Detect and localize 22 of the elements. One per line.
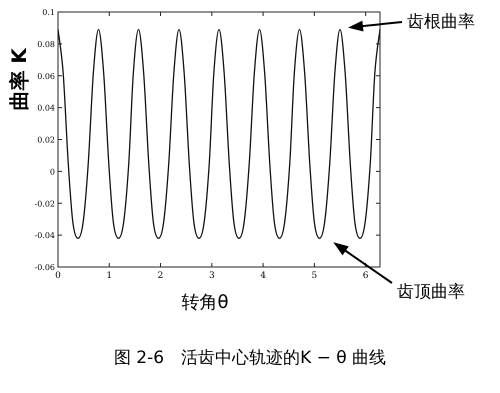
y-tick-label: -0.04 [34,231,55,240]
line-series [57,28,381,239]
text: 齿根曲率 [407,12,475,32]
y-tick-label: 0.08 [37,40,55,49]
x-tick-label: 4 [260,271,266,281]
x-tick-label: 3 [208,271,215,281]
x-tick-label: 5 [312,271,318,281]
x-axis-title: 转角θ [181,292,229,313]
y-tick-label: 0.02 [37,136,55,144]
x-tick-label: 2 [158,271,164,281]
x-tick-label: 6 [362,271,369,281]
text: 齿顶曲率 [397,282,465,302]
text: 图 2-6 活齿中心轨迹的K − θ 曲线 [114,348,386,368]
y-tick-label: -0.02 [34,199,55,208]
y-tick-label: -0.06 [34,263,55,272]
y-tick-label: 0.1 [42,8,55,17]
y-tick-label: 0.06 [37,72,55,81]
x-tick-label: 0 [55,271,62,281]
y-axis-title: 曲率 K [7,46,31,111]
y-tick-label: 0 [50,167,55,176]
y-tick-label: 0.04 [37,104,55,113]
x-tick-label: 1 [106,271,112,281]
